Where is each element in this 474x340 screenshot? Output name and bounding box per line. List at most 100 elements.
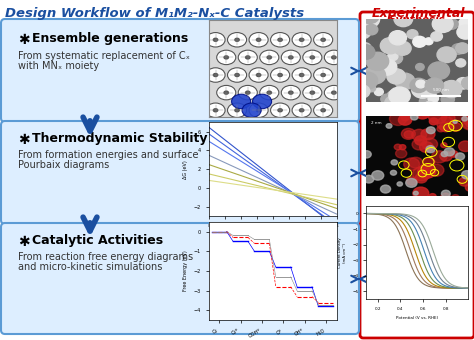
Circle shape bbox=[358, 43, 371, 53]
Circle shape bbox=[427, 127, 435, 134]
Circle shape bbox=[223, 55, 229, 59]
Circle shape bbox=[288, 90, 294, 95]
Circle shape bbox=[213, 38, 219, 42]
Circle shape bbox=[407, 177, 417, 185]
Text: From reaction free energy diagrams: From reaction free energy diagrams bbox=[18, 252, 193, 262]
Text: Synthesis: Synthesis bbox=[389, 15, 446, 25]
Circle shape bbox=[366, 52, 389, 70]
Circle shape bbox=[441, 190, 450, 197]
Circle shape bbox=[441, 94, 455, 105]
Text: Performance: Performance bbox=[380, 230, 454, 240]
Circle shape bbox=[331, 90, 337, 95]
Circle shape bbox=[299, 108, 305, 113]
Circle shape bbox=[234, 38, 240, 42]
Circle shape bbox=[314, 103, 333, 118]
Circle shape bbox=[413, 191, 418, 195]
Circle shape bbox=[401, 115, 409, 121]
Circle shape bbox=[444, 148, 455, 156]
Circle shape bbox=[217, 50, 236, 65]
Circle shape bbox=[367, 85, 375, 92]
FancyBboxPatch shape bbox=[1, 121, 359, 224]
Circle shape bbox=[418, 164, 436, 178]
Circle shape bbox=[395, 73, 415, 89]
Circle shape bbox=[425, 101, 434, 109]
Circle shape bbox=[320, 73, 326, 77]
Circle shape bbox=[255, 38, 262, 42]
Circle shape bbox=[364, 66, 385, 84]
Text: Design Workflow of M₁M₂-Nₓ-C Catalysts: Design Workflow of M₁M₂-Nₓ-C Catalysts bbox=[5, 7, 304, 20]
Circle shape bbox=[255, 108, 262, 113]
Circle shape bbox=[409, 157, 423, 168]
Circle shape bbox=[419, 142, 433, 152]
Circle shape bbox=[452, 44, 465, 54]
Circle shape bbox=[391, 160, 398, 165]
Circle shape bbox=[234, 73, 240, 77]
Circle shape bbox=[299, 73, 305, 77]
Circle shape bbox=[426, 146, 435, 153]
Circle shape bbox=[462, 77, 474, 89]
Circle shape bbox=[422, 138, 438, 150]
Circle shape bbox=[456, 78, 470, 89]
Circle shape bbox=[206, 68, 225, 82]
Circle shape bbox=[423, 158, 435, 167]
Circle shape bbox=[431, 32, 442, 41]
Circle shape bbox=[358, 10, 380, 28]
X-axis label: U (V vs. RHE): U (V vs. RHE) bbox=[256, 233, 289, 238]
Circle shape bbox=[407, 30, 418, 39]
Circle shape bbox=[459, 177, 470, 186]
Text: From formation energies and surface: From formation energies and surface bbox=[18, 150, 199, 160]
Y-axis label: Current Density
(mA cm⁻²): Current Density (mA cm⁻²) bbox=[338, 237, 347, 268]
Circle shape bbox=[466, 122, 472, 127]
Circle shape bbox=[362, 151, 371, 158]
Circle shape bbox=[401, 129, 415, 139]
Circle shape bbox=[404, 131, 413, 138]
Circle shape bbox=[439, 122, 452, 132]
Circle shape bbox=[462, 171, 472, 179]
Circle shape bbox=[299, 38, 305, 42]
Text: ✱: ✱ bbox=[18, 133, 29, 147]
Circle shape bbox=[464, 119, 471, 124]
Circle shape bbox=[245, 55, 251, 59]
Circle shape bbox=[324, 50, 343, 65]
Circle shape bbox=[416, 108, 429, 119]
Circle shape bbox=[232, 94, 251, 109]
Circle shape bbox=[238, 85, 257, 100]
Circle shape bbox=[253, 94, 272, 109]
Circle shape bbox=[462, 116, 474, 130]
Circle shape bbox=[357, 45, 375, 59]
Circle shape bbox=[416, 80, 426, 88]
Circle shape bbox=[413, 187, 429, 200]
Text: ✱: ✱ bbox=[18, 235, 29, 249]
Circle shape bbox=[415, 173, 427, 183]
Circle shape bbox=[331, 55, 337, 59]
Circle shape bbox=[388, 52, 398, 61]
Circle shape bbox=[320, 108, 326, 113]
Circle shape bbox=[449, 110, 464, 122]
Circle shape bbox=[310, 90, 315, 95]
Text: Catalytic Activities: Catalytic Activities bbox=[32, 234, 163, 247]
Circle shape bbox=[292, 33, 311, 47]
Circle shape bbox=[271, 103, 290, 118]
Circle shape bbox=[206, 103, 225, 118]
Text: ✱: ✱ bbox=[18, 33, 29, 47]
Circle shape bbox=[281, 50, 301, 65]
FancyBboxPatch shape bbox=[360, 12, 474, 338]
Circle shape bbox=[429, 118, 438, 125]
Circle shape bbox=[453, 120, 457, 123]
Circle shape bbox=[437, 47, 456, 63]
Text: Ensemble generations: Ensemble generations bbox=[32, 32, 188, 45]
Circle shape bbox=[281, 85, 301, 100]
Circle shape bbox=[228, 68, 246, 82]
Text: with MNₓ moiety: with MNₓ moiety bbox=[18, 61, 99, 71]
Circle shape bbox=[450, 151, 458, 157]
Circle shape bbox=[303, 85, 322, 100]
Circle shape bbox=[441, 143, 447, 148]
Circle shape bbox=[242, 103, 261, 118]
Circle shape bbox=[271, 33, 290, 47]
Circle shape bbox=[428, 109, 447, 123]
Text: 500 nm: 500 nm bbox=[433, 88, 449, 92]
Circle shape bbox=[410, 78, 428, 92]
Circle shape bbox=[441, 193, 450, 201]
Text: and micro-kinetic simulations: and micro-kinetic simulations bbox=[18, 262, 163, 272]
Circle shape bbox=[288, 55, 294, 59]
